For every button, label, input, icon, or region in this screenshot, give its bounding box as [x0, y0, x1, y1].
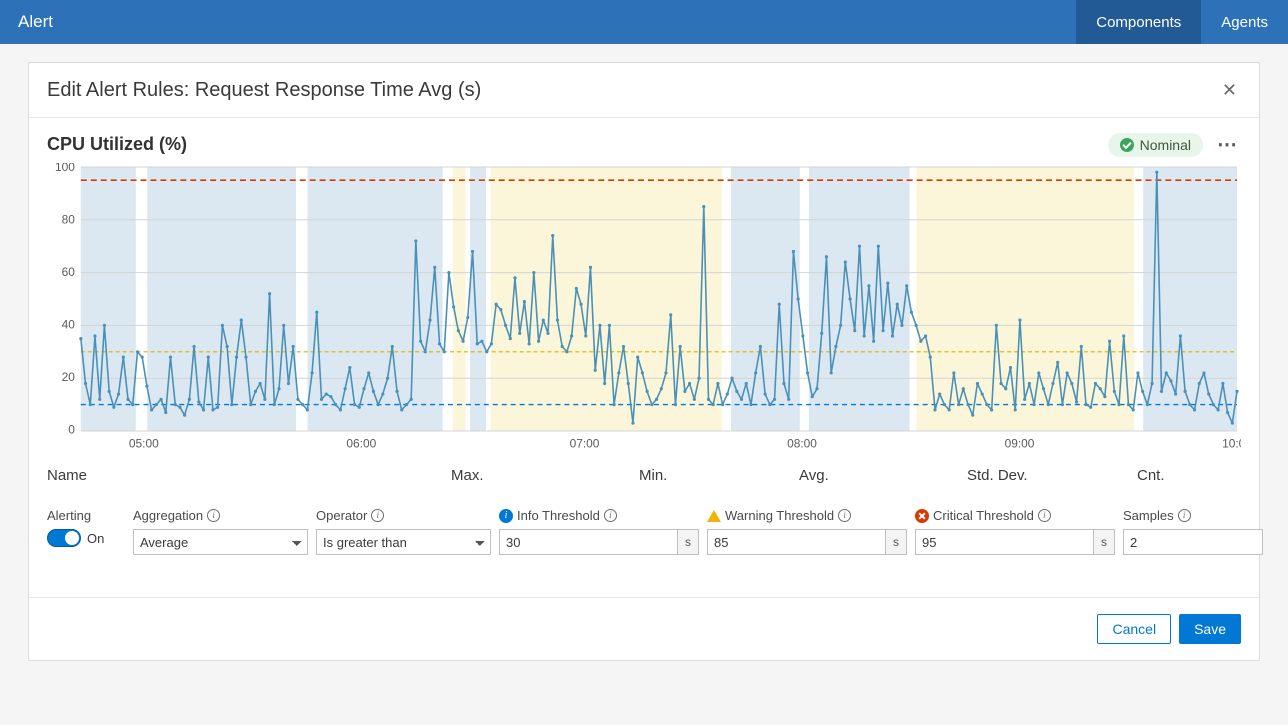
- col-name: Name: [47, 467, 451, 484]
- alerting-field: Alerting On: [47, 508, 125, 547]
- chart-title: CPU Utilized (%): [47, 134, 187, 155]
- navbar-tabs: Components Agents: [1076, 0, 1288, 44]
- navbar: Alert Components Agents: [0, 0, 1288, 44]
- cpu-chart: 02040608010005:0006:0007:0008:0009:0010:…: [47, 163, 1241, 453]
- aggregation-select[interactable]: Average: [133, 529, 308, 555]
- stats-header-row: Name Max. Min. Avg. Std. Dev. Cnt.: [47, 453, 1241, 484]
- info-threshold-input[interactable]: [499, 529, 677, 555]
- critical-level-icon: [915, 509, 929, 523]
- save-button[interactable]: Save: [1179, 614, 1241, 644]
- operator-field: Operatori Is greater than: [316, 508, 491, 555]
- warning-threshold-field: Warning Thresholdi s: [707, 508, 907, 555]
- unit-seconds: s: [1093, 529, 1115, 555]
- alerting-on-label: On: [87, 531, 104, 546]
- alert-rule-dialog: Edit Alert Rules: Request Response Time …: [28, 62, 1260, 661]
- info-icon[interactable]: i: [207, 509, 220, 522]
- alerting-toggle[interactable]: [47, 529, 81, 547]
- unit-seconds: s: [677, 529, 699, 555]
- critical-threshold-input[interactable]: [915, 529, 1093, 555]
- unit-seconds: s: [885, 529, 907, 555]
- col-stddev: Std. Dev.: [967, 467, 1137, 484]
- tab-agents[interactable]: Agents: [1201, 0, 1288, 44]
- close-icon[interactable]: ✕: [1218, 77, 1241, 103]
- info-icon[interactable]: i: [1178, 509, 1191, 522]
- warning-threshold-input[interactable]: [707, 529, 885, 555]
- chart-header: CPU Utilized (%) Nominal ⋯: [47, 132, 1241, 157]
- col-min: Min.: [639, 467, 799, 484]
- navbar-title: Alert: [18, 12, 53, 32]
- col-avg: Avg.: [799, 467, 967, 484]
- col-cnt: Cnt.: [1137, 467, 1165, 484]
- info-icon[interactable]: i: [1038, 509, 1051, 522]
- dialog-title: Edit Alert Rules: Request Response Time …: [47, 79, 481, 102]
- dialog-footer: Cancel Save: [29, 597, 1259, 660]
- col-max: Max.: [451, 467, 639, 484]
- critical-threshold-field: Critical Thresholdi s: [915, 508, 1115, 555]
- alerting-label: Alerting: [47, 508, 125, 523]
- aggregation-field: Aggregationi Average: [133, 508, 308, 555]
- info-icon[interactable]: i: [604, 509, 617, 522]
- tab-components[interactable]: Components: [1076, 0, 1201, 44]
- warning-level-icon: [707, 510, 721, 522]
- samples-field: Samplesi: [1123, 508, 1263, 555]
- cancel-button[interactable]: Cancel: [1097, 614, 1171, 644]
- info-level-icon: i: [499, 509, 513, 523]
- info-threshold-field: iInfo Thresholdi s: [499, 508, 699, 555]
- dialog-header: Edit Alert Rules: Request Response Time …: [29, 63, 1259, 118]
- operator-select[interactable]: Is greater than: [316, 529, 491, 555]
- info-icon[interactable]: i: [838, 509, 851, 522]
- check-icon: [1120, 138, 1134, 152]
- alert-config-row: Alerting On Aggregationi Average Operato…: [47, 484, 1241, 555]
- samples-input[interactable]: [1123, 529, 1263, 555]
- info-icon[interactable]: i: [371, 509, 384, 522]
- more-options-icon[interactable]: ⋯: [1215, 132, 1241, 157]
- status-badge: Nominal: [1108, 133, 1203, 157]
